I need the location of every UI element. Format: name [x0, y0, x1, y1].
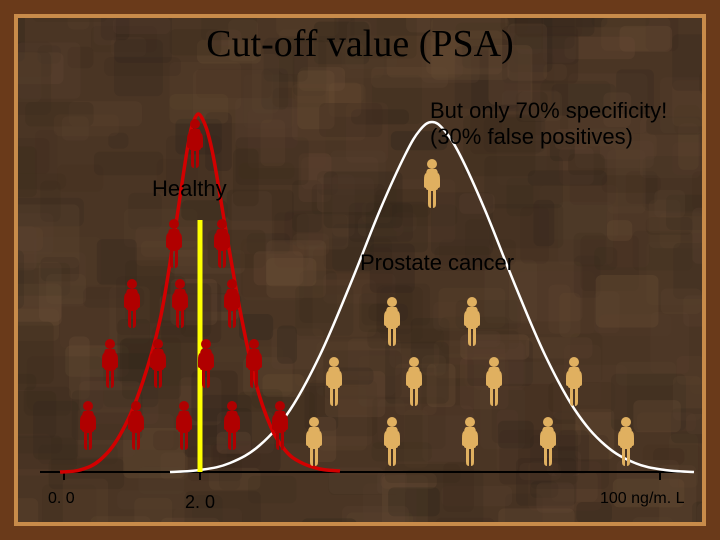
- person-icon-cancer: [378, 416, 406, 466]
- person-icon-healthy: [166, 278, 194, 328]
- person-icon-cancer: [320, 356, 348, 406]
- person-icon-cancer: [480, 356, 508, 406]
- person-icon-healthy: [122, 400, 150, 450]
- axis-tick-label: 0. 0: [48, 490, 75, 508]
- axis-tick-label: 100 ng/m. L: [600, 490, 685, 508]
- person-icon-healthy: [218, 278, 246, 328]
- person-icon-healthy: [170, 400, 198, 450]
- axis-tick-label: 2. 0: [185, 492, 215, 513]
- person-icon-healthy: [266, 400, 294, 450]
- person-icon-cancer: [378, 296, 406, 346]
- person-icon-cancer: [458, 296, 486, 346]
- person-icon-healthy: [160, 218, 188, 268]
- person-icon-cancer: [560, 356, 588, 406]
- person-icon-healthy: [181, 118, 209, 168]
- person-icon-cancer: [400, 356, 428, 406]
- specificity-line-1: But only 70% specificity!: [430, 98, 667, 124]
- person-icon-cancer: [418, 158, 446, 208]
- person-icon-healthy: [96, 338, 124, 388]
- page-title: Cut-off value (PSA): [0, 22, 720, 66]
- prostate-cancer-label: Prostate cancer: [360, 250, 514, 276]
- person-icon-cancer: [300, 416, 328, 466]
- person-icon-cancer: [612, 416, 640, 466]
- specificity-line-2: (30% false positives): [430, 124, 633, 150]
- person-icon-cancer: [534, 416, 562, 466]
- person-icon-healthy: [144, 338, 172, 388]
- person-icon-cancer: [456, 416, 484, 466]
- person-icon-healthy: [240, 338, 268, 388]
- person-icon-healthy: [118, 278, 146, 328]
- person-icon-healthy: [208, 218, 236, 268]
- person-icon-healthy: [192, 338, 220, 388]
- person-icon-healthy: [74, 400, 102, 450]
- person-icon-healthy: [218, 400, 246, 450]
- slide-frame: Cut-off value (PSA) Healthy Prostate can…: [0, 0, 720, 540]
- healthy-label: Healthy: [152, 176, 227, 202]
